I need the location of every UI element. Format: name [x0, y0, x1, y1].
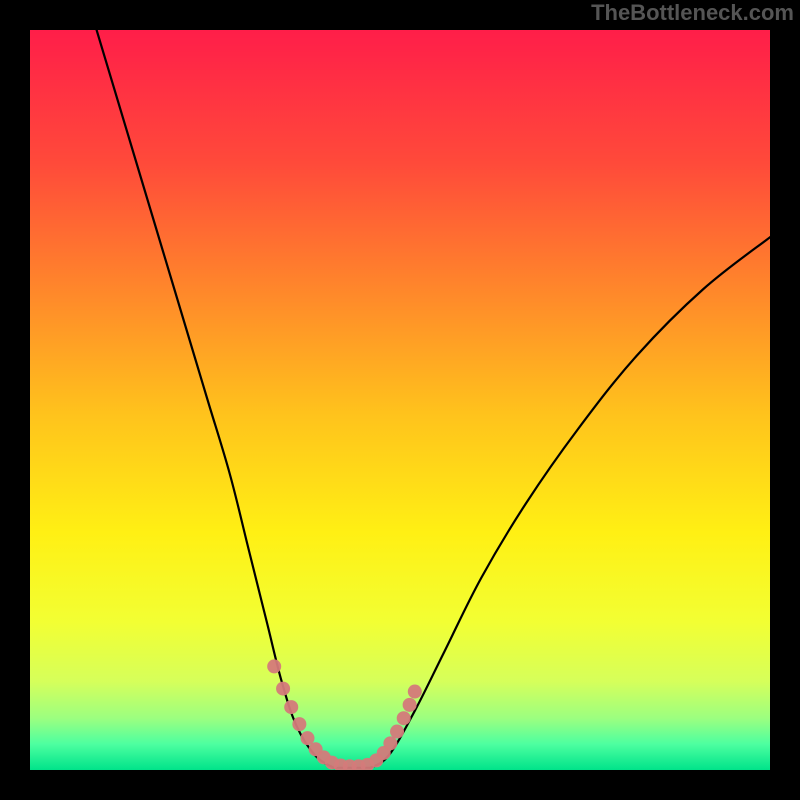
chart-root: TheBottleneck.com: [0, 0, 800, 800]
dot-marker: [284, 700, 298, 714]
dot-marker: [397, 711, 411, 725]
dot-marker: [267, 659, 281, 673]
plot-background-gradient: [30, 30, 770, 770]
dot-marker: [403, 698, 417, 712]
dot-marker: [383, 736, 397, 750]
watermark-text: TheBottleneck.com: [591, 0, 794, 26]
dot-marker: [276, 682, 290, 696]
chart-svg: [0, 0, 800, 800]
dot-marker: [408, 685, 422, 699]
dot-marker: [292, 717, 306, 731]
dot-marker: [390, 725, 404, 739]
